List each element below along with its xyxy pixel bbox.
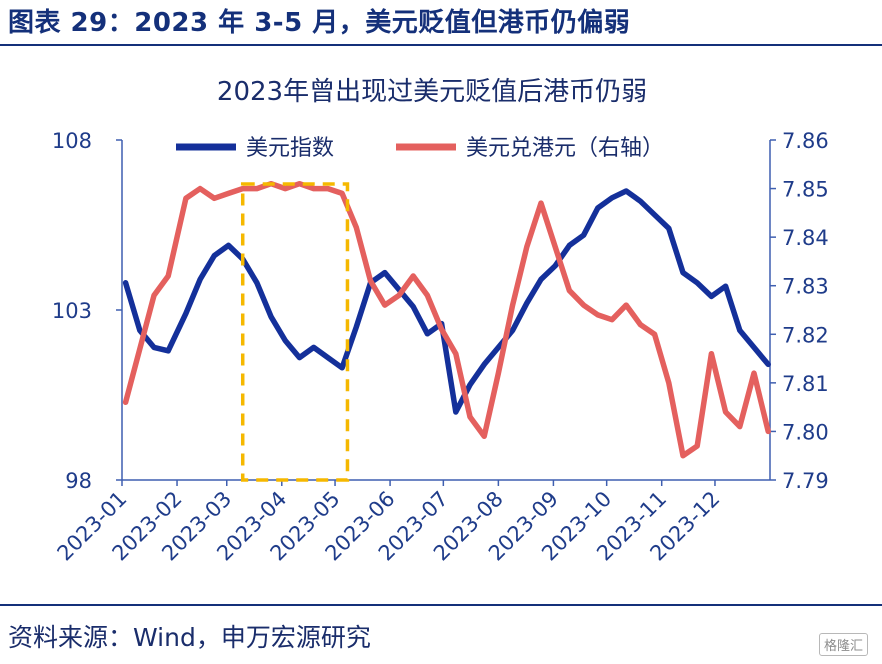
left-tick-label: 98	[65, 469, 92, 493]
right-tick-label: 7.85	[782, 178, 829, 202]
right-tick-label: 7.79	[782, 469, 829, 493]
right-tick-label: 7.84	[782, 226, 829, 250]
source-divider	[0, 604, 882, 606]
chart-legend: 美元指数 美元兑港元（右轴）	[176, 136, 664, 161]
right-tick-label: 7.82	[782, 323, 829, 347]
right-tick-label: 7.81	[782, 372, 829, 396]
right-tick-label: 7.80	[782, 420, 829, 444]
series-line-usd-index	[122, 188, 771, 415]
figure-title: 图表 29：2023 年 3-5 月，美元贬值但港币仍偏弱	[8, 8, 631, 38]
chart-marks	[122, 180, 771, 482]
watermark-logo: 格隆汇	[818, 633, 868, 656]
series-line-usdhkd	[122, 180, 771, 459]
title-divider	[0, 44, 882, 46]
right-tick-label: 7.86	[782, 129, 829, 153]
source-note: 资料来源：Wind，申万宏源研究	[8, 623, 371, 652]
left-tick-label: 108	[52, 129, 92, 153]
right-tick-label: 7.83	[782, 275, 829, 299]
chart-title: 2023年曾出现过美元贬值后港币仍弱	[217, 77, 647, 107]
left-tick-label: 103	[52, 299, 92, 323]
legend-label-usd-index: 美元指数	[246, 136, 334, 161]
legend-label-usdhkd: 美元兑港元（右轴）	[466, 136, 664, 161]
line-chart: 2023年曾出现过美元贬值后港币仍弱 美元指数 美元兑港元（右轴） 98 103 1…	[52, 77, 829, 566]
highlight-box	[240, 182, 350, 482]
